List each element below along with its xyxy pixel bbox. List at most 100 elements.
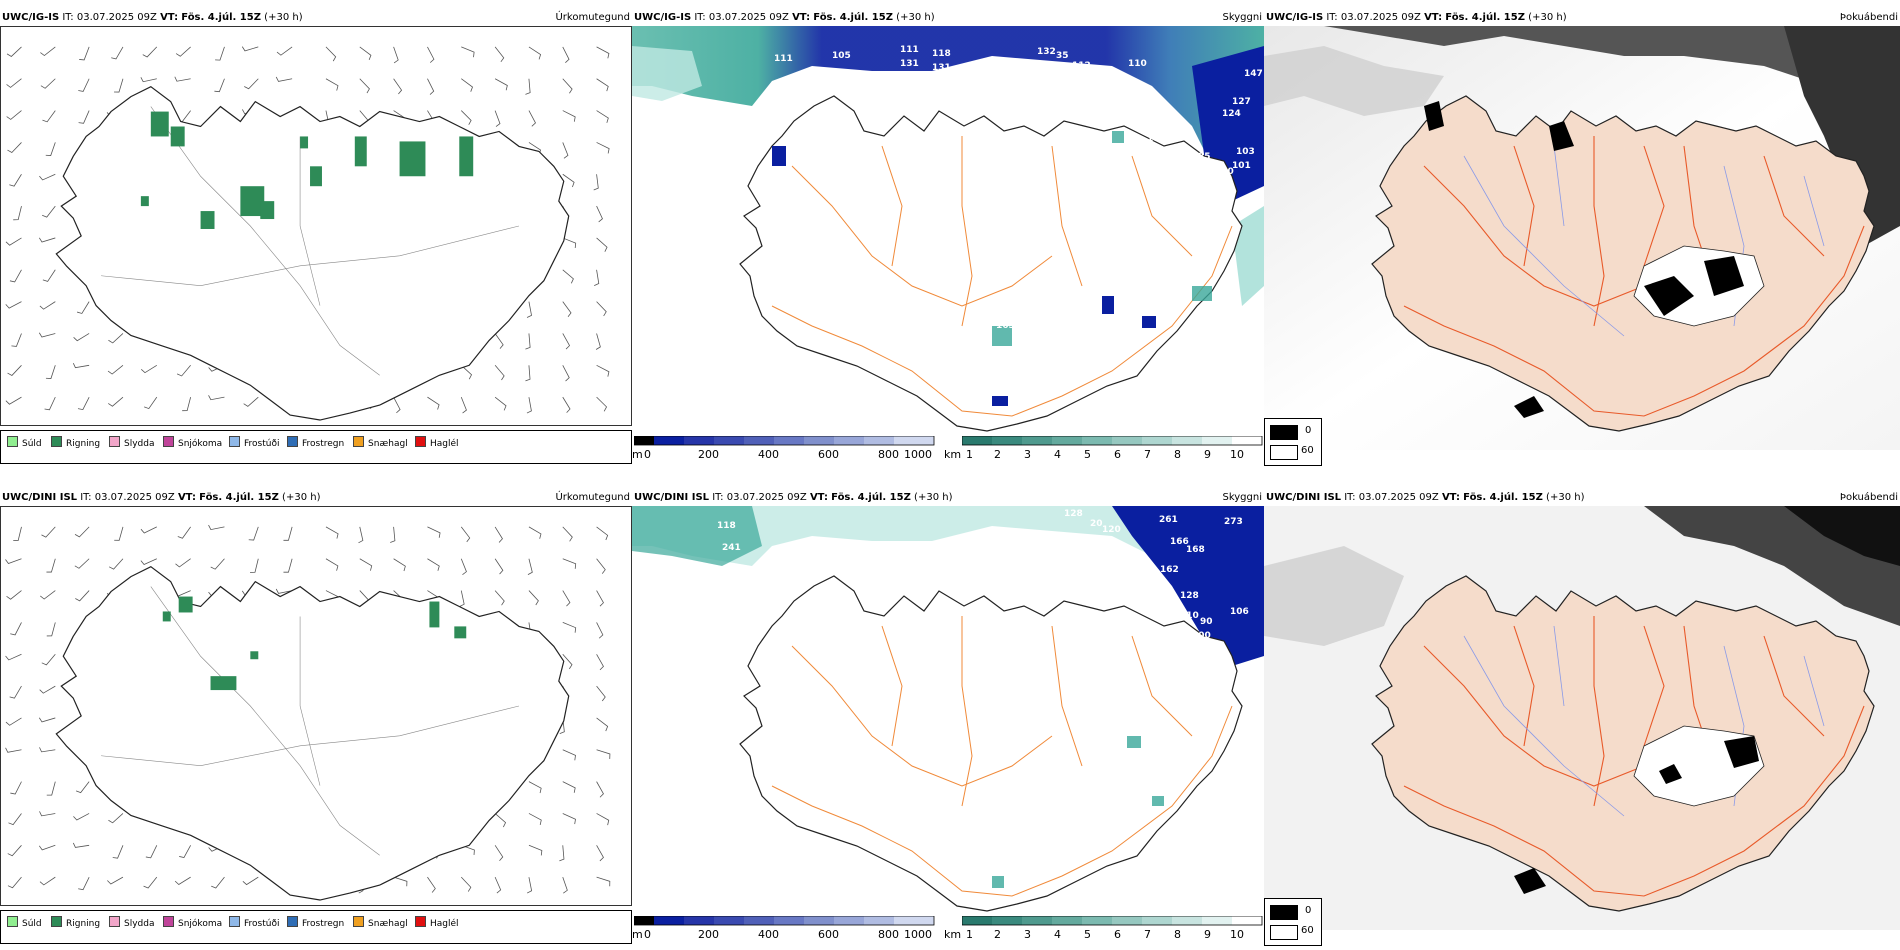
wind-barb [359, 78, 370, 94]
wind-barb [13, 526, 22, 542]
legend-item: Haglél [415, 916, 459, 929]
wind-barb [175, 558, 191, 568]
panel-type-title: Úrkomutegund [555, 12, 630, 23]
wind-barb [211, 876, 225, 889]
legend-item: Snjókoma [163, 916, 222, 929]
wind-barb [210, 558, 225, 570]
wind-barb [250, 558, 259, 573]
wind-barb [39, 173, 56, 181]
precip-panel-row2: UWC/DINI ISL IT: 03.07.2025 09Z VT: Fös.… [0, 492, 632, 944]
wind-barb [461, 78, 473, 92]
panel-type-title: Úrkomutegund [555, 492, 630, 503]
wind-barb [526, 877, 533, 894]
svg-text:90: 90 [1102, 545, 1115, 555]
panel-title: UWC/DINI ISL IT: 03.07.2025 09Z VT: Fös.… [634, 492, 953, 503]
wind-barb [562, 396, 571, 413]
svg-text:132: 132 [1037, 47, 1056, 57]
svg-text:111: 111 [900, 45, 919, 55]
wind-barb [461, 365, 473, 380]
wind-barb [461, 46, 475, 58]
wind-barb [45, 142, 56, 156]
wind-barb [79, 46, 90, 61]
wind-barb [358, 526, 364, 544]
wind-barb [40, 590, 56, 600]
wind-barb [11, 333, 22, 347]
wind-barb [525, 333, 531, 350]
wind-barb [140, 526, 157, 534]
tick: 5 [1084, 928, 1091, 941]
wind-barb [596, 590, 604, 607]
wind-barb [108, 333, 124, 344]
wind-barb [175, 46, 191, 57]
wind-barb [393, 558, 406, 572]
wind-barb [562, 558, 577, 569]
wind-barb [528, 526, 542, 539]
wind-barb [42, 205, 56, 218]
wind-barb [359, 558, 373, 571]
wind-barb [242, 876, 259, 886]
wind-barb [494, 78, 508, 91]
wind-barb [596, 781, 604, 798]
wind-barb [559, 845, 565, 862]
legend-item: Súld [7, 436, 42, 449]
panel-type-title: Skyggni [1222, 12, 1262, 23]
ceiling-unit: m [632, 928, 643, 941]
wind-barb [76, 301, 90, 314]
wind-barb [494, 845, 504, 861]
tick: 400 [758, 928, 779, 941]
wind-barb [596, 526, 609, 541]
wind-barb [144, 396, 158, 410]
tick: 2 [994, 928, 1001, 941]
precip-map [0, 506, 632, 906]
svg-text:91: 91 [1152, 106, 1165, 116]
wind-barb [145, 845, 158, 859]
tick: 7 [1144, 928, 1151, 941]
svg-text:36: 36 [792, 127, 805, 137]
wind-barb [9, 174, 22, 187]
fog-legend: 0 60 [1264, 418, 1322, 466]
wind-barb [283, 526, 293, 541]
wind-barb [393, 396, 401, 414]
wind-barb [596, 78, 609, 92]
wind-barb [596, 558, 606, 574]
panel-title: UWC/IG-IS IT: 03.07.2025 09Z VT: Fös. 4.… [1266, 12, 1567, 23]
panel-title: UWC/IG-IS IT: 03.07.2025 09Z VT: Fös. 4.… [634, 12, 935, 23]
wind-barb [528, 46, 542, 60]
wind-barb [143, 876, 158, 889]
wind-barb [46, 781, 56, 796]
wind-barb [325, 526, 339, 539]
wind-barb [275, 588, 293, 594]
wind-barb [596, 364, 610, 377]
wind-barb [40, 46, 56, 57]
wind-barb [42, 110, 56, 123]
svg-text:20: 20 [1090, 519, 1103, 529]
wind-barb [5, 396, 22, 405]
wind-barb [6, 590, 22, 600]
tick: 0 [644, 448, 651, 461]
wind-barb [38, 844, 56, 851]
wind-barb [13, 206, 22, 221]
panel-type-title: Skyggni [1222, 492, 1262, 503]
wind-barb [177, 526, 191, 539]
wind-barb [112, 845, 124, 859]
wind-barb [494, 110, 501, 127]
tick: 600 [818, 448, 839, 461]
wind-barb [494, 365, 505, 381]
svg-text:131: 131 [900, 59, 919, 69]
wind-barb [494, 876, 502, 894]
precip-legend: Súld Rigning Slydda Snjókoma Frostúði Fr… [0, 430, 632, 464]
svg-text:128: 128 [1180, 591, 1199, 601]
precip-legend: Súld Rigning Slydda Snjókoma Frostúði Fr… [0, 910, 632, 944]
wind-barb [528, 110, 536, 127]
tick: 1000 [904, 928, 932, 941]
tick: 4 [1054, 928, 1061, 941]
wind-barb [174, 876, 191, 886]
wind-barb [393, 46, 399, 64]
svg-text:241: 241 [722, 543, 741, 553]
tick: 400 [758, 448, 779, 461]
wind-barb [10, 622, 22, 636]
svg-text:127: 127 [1232, 97, 1251, 107]
wind-barb [562, 749, 576, 761]
wind-barb [74, 558, 90, 569]
